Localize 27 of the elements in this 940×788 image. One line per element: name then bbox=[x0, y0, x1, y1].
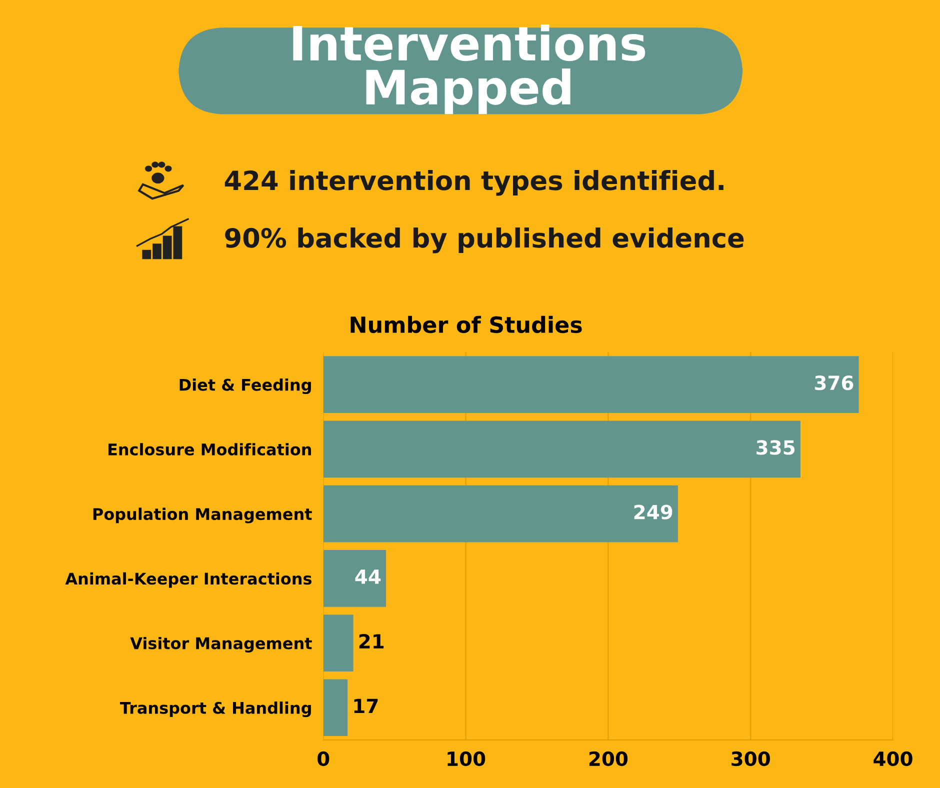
bar bbox=[323, 614, 354, 672]
bar bbox=[323, 356, 859, 413]
data-label: 44 bbox=[355, 570, 381, 584]
y-tick-label: Transport & Handling bbox=[120, 702, 311, 718]
y-tick-label: Visitor Management bbox=[130, 636, 312, 653]
y-tick-label: Enclosure Modification bbox=[108, 443, 311, 456]
data-label: 21 bbox=[359, 634, 384, 648]
text: 424 intervention types identified. bbox=[224, 170, 724, 196]
x-tick-label: 100 bbox=[448, 751, 486, 766]
y-tick-label: Diet & Feeding bbox=[180, 378, 311, 394]
x-tick-label: 200 bbox=[589, 751, 628, 766]
bar bbox=[323, 485, 678, 542]
chart-title: Number of Studies bbox=[350, 316, 582, 334]
data-label: 335 bbox=[756, 440, 795, 455]
y-tick-label: Population Management bbox=[93, 508, 312, 524]
y-tick-label: Animal-Keeper Interactions bbox=[65, 572, 312, 588]
data-label: 17 bbox=[354, 698, 378, 713]
text: 90% backed by published evidence bbox=[225, 227, 744, 254]
bar bbox=[323, 420, 800, 478]
x-tick-label: 0 bbox=[318, 751, 330, 766]
data-label: 249 bbox=[634, 504, 672, 520]
data-label: 376 bbox=[814, 375, 854, 390]
bar bbox=[323, 679, 348, 736]
x-tick-label: 400 bbox=[874, 751, 912, 766]
text: Interventions Mapped bbox=[293, 24, 646, 114]
x-tick-label: 300 bbox=[732, 751, 770, 766]
bar bbox=[323, 550, 386, 607]
